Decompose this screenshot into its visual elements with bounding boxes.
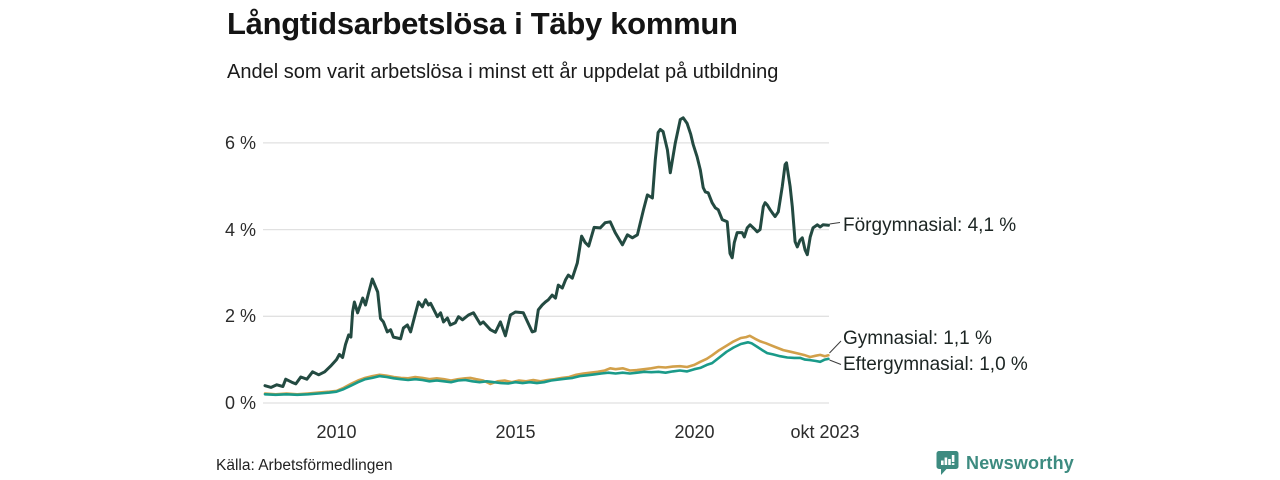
annotation-connector-gymnasial <box>829 340 842 354</box>
chart-subtitle: Andel som varit arbetslösa i minst ett å… <box>227 61 779 83</box>
annotation-connector-eftergymnasial <box>829 359 842 365</box>
x-tick-2010: 2010 <box>316 422 357 442</box>
y-tick-6: 6 % <box>224 133 256 153</box>
newsworthy-logo: Newsworthy <box>936 450 1074 476</box>
annotation-forgymnasial: Förgymnasial: 4,1 % <box>843 215 1017 236</box>
x-tick-2020: 2020 <box>674 422 715 442</box>
y-tick-2: 2 % <box>224 306 256 326</box>
series-line-förgymnasial <box>263 116 830 389</box>
y-tick-0: 0 % <box>224 393 256 413</box>
annotation-gymnasial: Gymnasial: 1,1 % <box>843 328 992 349</box>
annotation-connector-förgymnasial <box>829 222 841 225</box>
brand-name: Newsworthy <box>966 452 1075 473</box>
series-line-eftergymnasial <box>263 341 830 397</box>
bar-chart-bubble-icon <box>936 451 959 475</box>
y-tick-4: 4 % <box>224 219 256 240</box>
page-title: Långtidsarbetslösa i Täby kommun <box>227 6 738 41</box>
x-tick-okt-2023: okt 2023 <box>790 422 860 442</box>
x-tick-2015: 2015 <box>495 422 536 442</box>
source-note: Källa: Arbetsförmedlingen <box>216 457 393 474</box>
annotation-eftergymnasial: Eftergymnasial: 1,0 % <box>843 354 1028 375</box>
